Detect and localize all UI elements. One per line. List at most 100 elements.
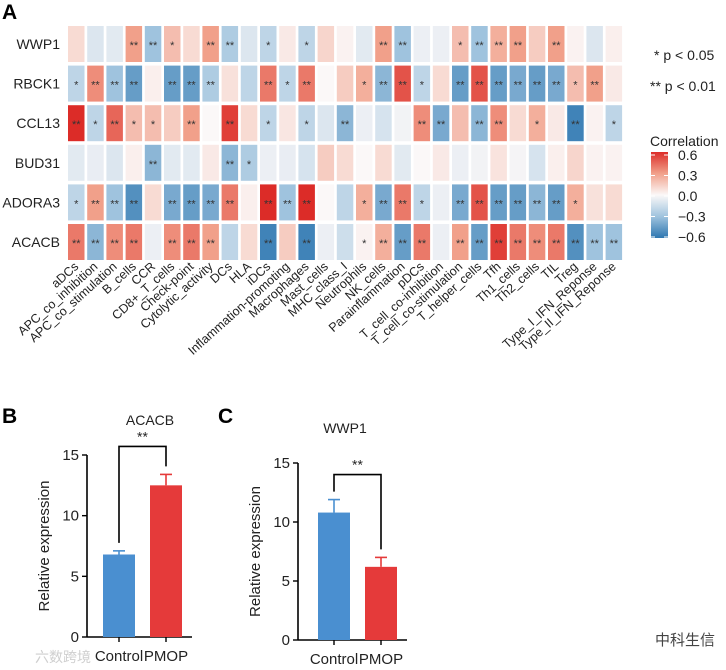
heatmap-cell	[413, 184, 431, 221]
heatmap-cell	[336, 184, 354, 221]
heatmap-cell	[298, 224, 315, 260]
heatmap-cell	[144, 224, 162, 260]
watermark-right: 中科生信	[655, 632, 715, 649]
heatmap-cell	[394, 26, 411, 62]
heatmap-cell	[260, 184, 277, 221]
colorbar-tick-label: −0.3	[678, 209, 706, 225]
heatmap-cell	[279, 26, 296, 62]
heatmap-cell	[471, 144, 488, 181]
heatmap-cell	[567, 105, 584, 142]
significance-mark: **	[379, 198, 388, 210]
heatmap-cell	[375, 26, 392, 62]
heatmap-cell	[68, 184, 85, 221]
significance-mark: **	[72, 119, 81, 131]
heatmap-legend: * p < 0.05 ** p < 0.01 Correlation 0.6 0.…	[650, 47, 718, 245]
heatmap-cell	[471, 184, 488, 221]
heatmap-cell	[432, 224, 450, 260]
heatmap-cell	[586, 184, 603, 221]
legend-title: Correlation	[650, 133, 718, 149]
y-tick-label: 10	[62, 508, 79, 525]
heatmap-cell	[106, 105, 123, 142]
significance-mark: **	[494, 198, 503, 210]
significance-mark: *	[535, 119, 540, 131]
heatmap-cell	[164, 224, 181, 260]
y-tick-label: 0	[282, 632, 290, 649]
significance-mark: **	[91, 238, 100, 250]
significance-mark: *	[458, 40, 463, 52]
heatmap-cell	[164, 105, 181, 142]
significance-mark: **	[110, 80, 119, 92]
heatmap-cell	[279, 65, 296, 102]
heatmap-cell	[452, 105, 469, 142]
heatmap-cell	[125, 26, 143, 62]
heatmap-cell	[144, 144, 162, 181]
heatmap-cell	[452, 184, 469, 221]
significance-mark: **	[72, 238, 81, 250]
heatmap-cell	[567, 26, 584, 62]
heatmap-cell	[586, 105, 603, 142]
heatmap-cell	[452, 65, 469, 102]
significance-mark: **	[398, 198, 407, 210]
significance-mark: **	[130, 80, 139, 92]
heatmap-cell	[394, 184, 411, 221]
significance-mark: **	[352, 457, 363, 473]
heatmap-cell	[144, 65, 162, 102]
significance-mark: **	[590, 238, 599, 250]
significance-bracket	[333, 473, 382, 550]
heatmap-cell	[144, 105, 162, 142]
significance-mark: **	[456, 238, 465, 250]
heatmap-cell	[586, 224, 603, 260]
significance-mark: **	[206, 238, 215, 250]
significance-mark: **	[475, 119, 484, 131]
significance-mark: **	[494, 80, 503, 92]
heatmap-cell	[375, 224, 392, 260]
heatmap-cell	[548, 144, 565, 181]
significance-mark: **	[514, 40, 523, 52]
heatmap-cell	[490, 65, 507, 102]
heatmap-cell	[509, 105, 527, 142]
heatmap-cell	[356, 26, 373, 62]
heatmap-cell	[586, 144, 603, 181]
significance-mark: **	[552, 238, 561, 250]
significance-mark: **	[571, 119, 580, 131]
significance-mark: *	[266, 40, 271, 52]
heatmap-cell	[509, 144, 527, 181]
y-tick-label: 10	[273, 514, 290, 531]
heatmap-cell	[567, 184, 584, 221]
heatmap-cell	[221, 144, 239, 181]
heatmap-cell	[471, 224, 488, 260]
heatmap-cell	[240, 105, 258, 142]
heatmap-cell	[106, 26, 123, 62]
significance-mark: *	[132, 119, 137, 131]
significance-mark: **	[302, 80, 311, 92]
heatmap-cell	[68, 144, 85, 181]
heatmap-cell	[221, 184, 239, 221]
x-tick-label: PMOP	[144, 648, 188, 665]
heatmap-cell	[356, 144, 373, 181]
heatmap-cell	[279, 224, 296, 260]
heatmap: WWP1 ** ** * ** ** * * ** ** * ** ** ** **RBCK1 * ** ** **…	[2, 26, 623, 358]
heatmap-cell	[605, 224, 623, 260]
heatmap-cell	[375, 105, 392, 142]
significance-mark: **	[398, 80, 407, 92]
heatmap-cell	[490, 26, 507, 62]
heatmap-cell	[164, 65, 181, 102]
significance-mark: **	[379, 238, 388, 250]
bar	[150, 485, 182, 637]
significance-mark: **	[437, 119, 446, 131]
significance-mark: **	[187, 80, 196, 92]
heatmap-cell	[528, 26, 546, 62]
heatmap-cell	[394, 105, 411, 142]
heatmap-cell	[471, 26, 488, 62]
bar-chart-acacb: ACACB 0 5 10 15 Relative expression Control PMO…	[36, 412, 192, 665]
heatmap-cell	[125, 224, 143, 260]
heatmap-cell	[471, 65, 488, 102]
y-tick-label: 5	[282, 573, 290, 590]
heatmap-cell	[375, 144, 392, 181]
row-label: ADORA3	[2, 194, 60, 210]
significance-mark: **	[264, 238, 273, 250]
heatmap-cell	[394, 65, 411, 102]
significance-mark: **	[302, 198, 311, 210]
significance-mark: **	[494, 238, 503, 250]
significance-mark: *	[305, 119, 310, 131]
